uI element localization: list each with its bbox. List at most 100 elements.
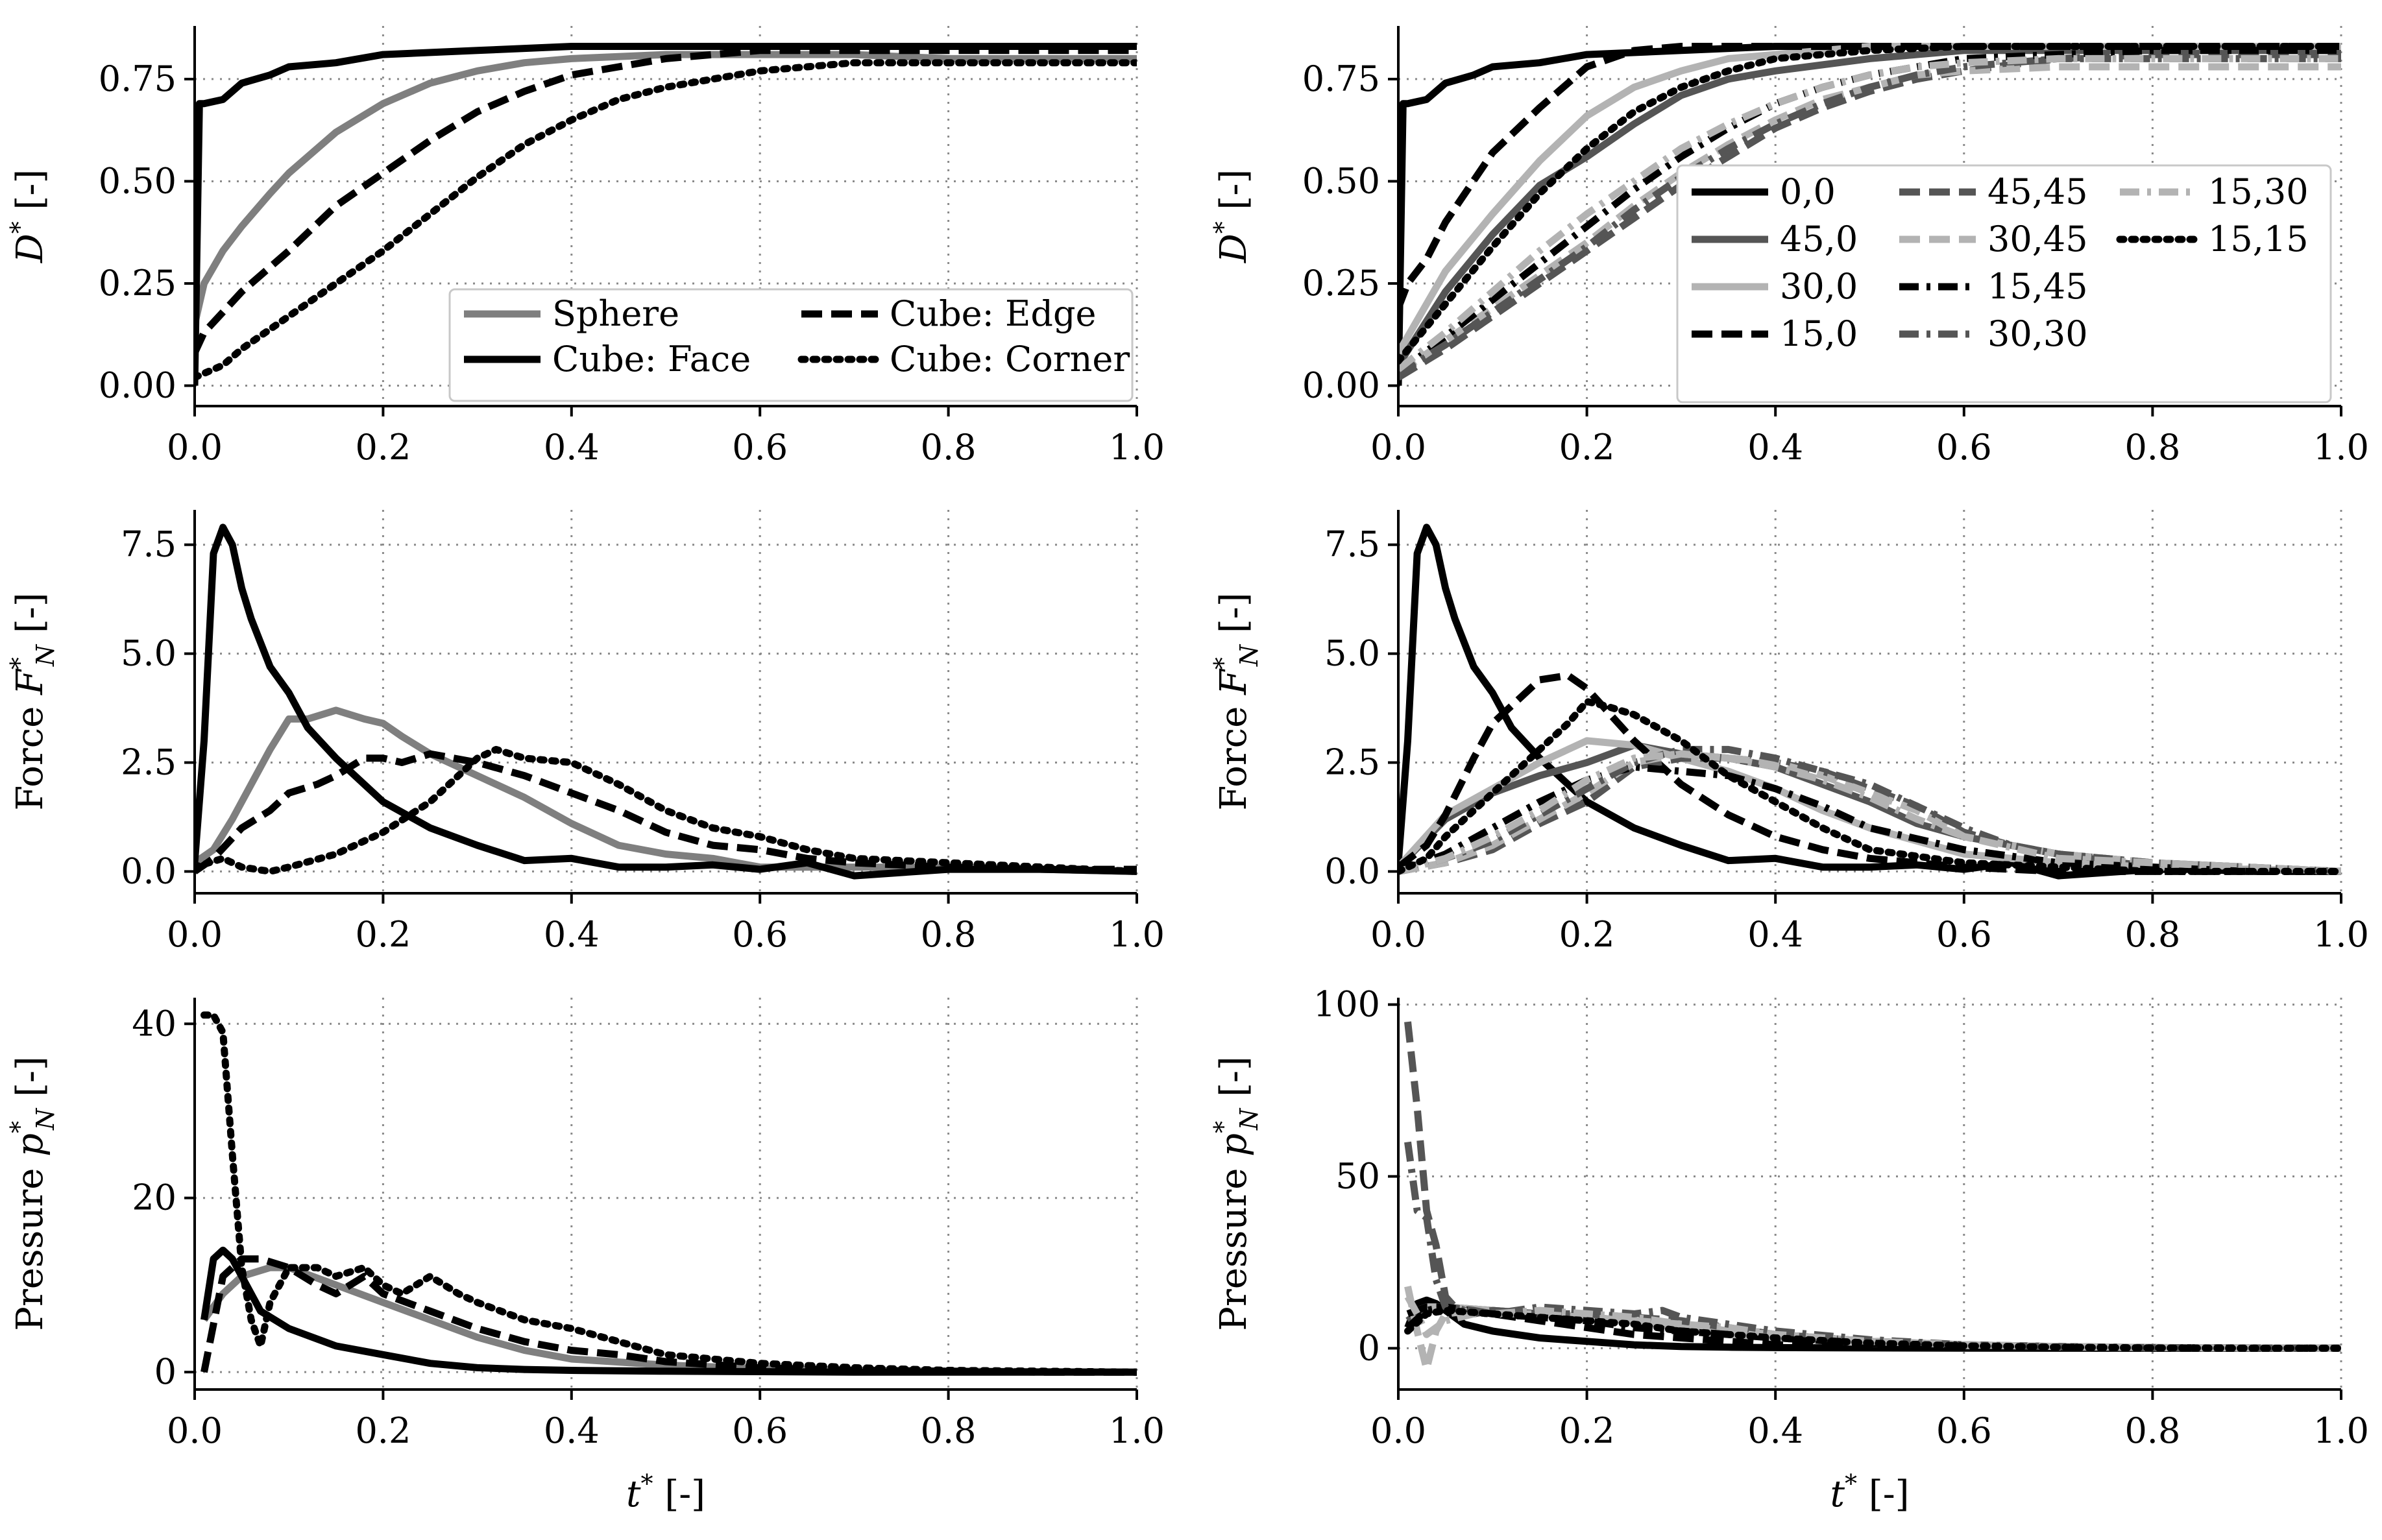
legend-item-15-0: 15,0 <box>1692 313 1858 354</box>
legend-item-45-45: 45,45 <box>1899 171 2088 212</box>
y-axis-label: Pressure p*N [-] <box>1209 1056 1263 1330</box>
legend-label: 0,0 <box>1780 171 1836 212</box>
x-tick-label: 1.0 <box>1109 1410 1165 1451</box>
series-line-15-30 <box>1398 54 2341 372</box>
legend-item-30-45: 30,45 <box>1899 219 2088 259</box>
legend-label: Cube: Edge <box>890 293 1097 334</box>
y-tick-label: 0.25 <box>99 263 176 304</box>
x-tick-label: 0.6 <box>1936 1410 1992 1451</box>
x-tick-label: 0.0 <box>167 427 223 468</box>
x-tick-label: 0.0 <box>167 914 223 955</box>
series-line-15-0 <box>1398 43 2341 309</box>
y-tick-label: 0.25 <box>1302 263 1380 304</box>
legend-item-cube-corner: Cube: Corner <box>797 339 1130 379</box>
x-tick-label: 0.0 <box>1370 914 1426 955</box>
x-tick-label: 1.0 <box>2313 914 2369 955</box>
series-group <box>1398 523 2341 880</box>
series-group <box>195 523 1137 880</box>
x-tick-label: 0.4 <box>1747 427 1803 468</box>
y-tick-label: 0.0 <box>121 850 176 891</box>
y-tick-label: 0.75 <box>99 58 176 99</box>
y-tick-label: 0.00 <box>99 365 176 405</box>
x-axis-label: t* [-] <box>626 1469 705 1515</box>
y-tick-label: 7.5 <box>1324 524 1380 565</box>
x-tick-label: 0.8 <box>921 1410 977 1451</box>
y-tick-label: 2.5 <box>1324 742 1380 783</box>
legend-frame <box>1676 164 2332 403</box>
series-line-30-30 <box>1398 745 2341 875</box>
x-tick-label: 0.4 <box>544 427 600 468</box>
x-tick-label: 0.2 <box>355 914 411 955</box>
panel-left-mid: 0.0 0.2 0.4 0.6 0.8 1.0 0.0 2.5 5.0 7.5 Force F*N … <box>5 510 1165 955</box>
series-line-30-45 <box>1404 1285 2341 1373</box>
legend-label: Sphere <box>552 293 679 334</box>
x-tick-label: 0.2 <box>1559 914 1615 955</box>
legend-item-15-45: 15,45 <box>1899 266 2088 307</box>
x-tick-label: 0.4 <box>544 914 600 955</box>
y-axis-label: D* [-] <box>5 169 51 263</box>
y-axis-label: Pressure p*N [-] <box>5 1056 60 1330</box>
series-group <box>1404 1021 2341 1373</box>
y-tick-label: 0.50 <box>99 160 176 201</box>
legend-label: 30,0 <box>1780 266 1858 307</box>
legend-label: 30,45 <box>1987 219 2088 259</box>
legend-item-30-0: 30,0 <box>1692 266 1858 307</box>
x-tick-label: 0.6 <box>732 914 788 955</box>
x-tick-label: 0.4 <box>1747 914 1803 955</box>
y-axis-label: Force F*N [-] <box>5 592 60 810</box>
y-tick-label: 7.5 <box>121 524 176 565</box>
y-tick-label: 20 <box>132 1177 176 1218</box>
x-tick-label: 1.0 <box>1109 427 1165 468</box>
legend-label: 15,45 <box>1987 266 2088 307</box>
series-line-15-15 <box>1398 43 2341 365</box>
legend-label: Cube: Face <box>552 339 751 379</box>
series-line-cube-face <box>195 43 1137 386</box>
series-line-cube-face <box>195 523 1137 880</box>
panel-right-mid: 0.0 0.2 0.4 0.6 0.8 1.0 0.0 2.5 5.0 7.5 Force F*N … <box>1209 510 2369 955</box>
y-tick-label: 2.5 <box>121 742 176 783</box>
legend-item-15-30: 15,30 <box>2120 171 2309 212</box>
x-tick-label: 0.8 <box>2124 914 2180 955</box>
legend-label: 15,15 <box>2208 219 2309 259</box>
y-tick-label: 0.50 <box>1302 160 1380 201</box>
legend-label: 30,30 <box>1987 313 2088 354</box>
x-tick-label: 0.4 <box>1747 1410 1803 1451</box>
y-tick-label: 40 <box>132 1003 176 1044</box>
x-tick-label: 0.0 <box>167 1410 223 1451</box>
panel-left-top: 0.0 0.2 0.4 0.6 0.8 1.0 0.00 0.25 0.50 0.75 D* [-]… <box>5 26 1165 468</box>
legend-item-cube-face: Cube: Face <box>464 339 751 379</box>
legend-label: 45,0 <box>1780 219 1858 259</box>
panel-right-top: 0.0 0.2 0.4 0.6 0.8 1.0 0.00 0.25 0.50 0.75 D* [-]… <box>1209 26 2369 468</box>
x-tick-label: 0.0 <box>1370 427 1426 468</box>
y-tick-label: 50 <box>1335 1156 1380 1197</box>
x-tick-label: 1.0 <box>2313 1410 2369 1451</box>
series-group <box>201 1011 1137 1376</box>
legend-item-sphere: Sphere <box>464 293 679 334</box>
y-tick-label: 0 <box>1358 1327 1380 1368</box>
x-tick-label: 0.2 <box>355 1410 411 1451</box>
legend-label: 45,45 <box>1987 171 2088 212</box>
series-line-cube-corner <box>201 1011 1137 1376</box>
y-tick-label: 0.75 <box>1302 58 1380 99</box>
series-line-15-15 <box>1398 698 2341 875</box>
y-tick-label: 5.0 <box>1324 633 1380 674</box>
series-line-15-30 <box>1404 1295 2341 1352</box>
series-line-15-45 <box>1398 47 2341 376</box>
legend-item-45-0: 45,0 <box>1692 219 1858 259</box>
x-tick-label: 0.0 <box>1370 1410 1426 1451</box>
x-tick-label: 0.8 <box>921 914 977 955</box>
legend-item-15-15: 15,15 <box>2116 219 2309 259</box>
x-tick-label: 0.6 <box>1936 427 1992 468</box>
x-tick-label: 0.6 <box>732 1410 788 1451</box>
x-axis-label: t* [-] <box>1830 1469 1910 1515</box>
y-tick-label: 5.0 <box>121 633 176 674</box>
legend-label: Cube: Corner <box>890 339 1130 379</box>
series-line-cube-corner <box>195 59 1137 381</box>
x-tick-label: 0.8 <box>921 427 977 468</box>
x-tick-label: 0.2 <box>1559 1410 1615 1451</box>
x-tick-label: 0.2 <box>355 427 411 468</box>
series-line-cube-edge <box>201 1255 1137 1376</box>
series-line-45-0 <box>1398 47 2341 367</box>
y-axis-label: D* [-] <box>1209 169 1255 263</box>
series-line-30-45 <box>1398 63 2341 377</box>
